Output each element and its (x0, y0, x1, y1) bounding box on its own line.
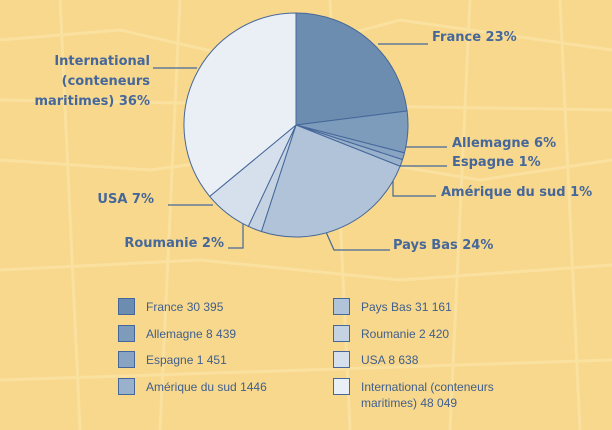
slice-label: International (conteneurs maritimes) 36% (25, 52, 150, 112)
slice-label: Amérique du sud 1% (441, 183, 592, 203)
legend-name: Roumanie (361, 326, 416, 341)
legend-entry: USA 8 638 (361, 352, 526, 368)
slice-label: Roumanie 2% (124, 234, 224, 254)
pie-slice (295, 12, 408, 126)
legend-amount: 31 161 (415, 300, 452, 314)
slice-name: Pays Bas (393, 238, 458, 253)
legend-entry: Amérique du sud 1446 (146, 379, 311, 395)
legend-swatch (118, 377, 135, 395)
slice-value: 36% (118, 94, 150, 109)
legend-amount: 8 638 (388, 353, 419, 367)
slice-label: France 23% (432, 28, 517, 48)
legend-name: France (146, 300, 184, 314)
legend-amount: 2 420 (419, 326, 450, 341)
leader-lines (153, 43, 447, 251)
legend-swatch (333, 351, 350, 368)
legend-amount: 30 395 (186, 300, 224, 314)
legend-swatch (333, 298, 350, 315)
slice-label: Espagne 1% (452, 153, 541, 173)
slice-value: 2% (201, 236, 224, 251)
slice-name: Espagne (452, 155, 515, 170)
slice-value: 1% (570, 185, 593, 200)
legend-swatch (118, 298, 135, 315)
legend-entry: Roumanie 2 420 (361, 326, 526, 342)
legend-swatch (333, 377, 350, 395)
slice-name: International (conteneurs maritimes) (34, 54, 150, 109)
pie (183, 12, 409, 238)
legend-amount: 8 439 (206, 326, 237, 341)
slice-name: France (432, 30, 482, 45)
legend-entry: France 30 395 (146, 299, 311, 315)
legend-swatch (118, 324, 135, 342)
slice-value: 6% (534, 136, 557, 151)
slice-name: Roumanie (124, 236, 198, 251)
slice-name: Amérique du sud (441, 185, 566, 200)
legend-name: Espagne (146, 353, 194, 367)
legend-swatch (118, 351, 135, 368)
slice-name: Allemagne (452, 136, 530, 151)
legend-entry: Pays Bas 31 161 (361, 299, 526, 315)
slice-value: 24% (462, 238, 494, 253)
legend-entry: Allemagne 8 439 (146, 326, 311, 342)
pie-slice (183, 12, 297, 198)
legend-name: International (conteneurs maritimes) (361, 379, 494, 410)
slice-label: Allemagne 6% (452, 134, 556, 154)
slice-value: 7% (131, 192, 154, 207)
legend-name: Pays Bas (361, 300, 412, 314)
legend-amount: 1446 (240, 379, 267, 394)
legend-name: USA (361, 353, 386, 367)
legend-name: Amérique du sud (146, 379, 237, 394)
slice-label: USA 7% (97, 190, 154, 210)
slice-name: USA (97, 192, 128, 207)
slice-label: Pays Bas 24% (393, 236, 493, 256)
slice-value: 1% (518, 155, 541, 170)
legend-amount: 1 451 (196, 353, 227, 367)
legend-name: Allemagne (146, 326, 203, 341)
slice-value: 23% (485, 30, 517, 45)
legend-amount: 48 049 (420, 395, 458, 410)
legend-swatch (333, 324, 350, 342)
legend-entry: Espagne 1 451 (146, 352, 311, 368)
pie-slice (260, 124, 401, 238)
legend-entry: International (conteneurs maritimes) 48 … (361, 379, 526, 411)
